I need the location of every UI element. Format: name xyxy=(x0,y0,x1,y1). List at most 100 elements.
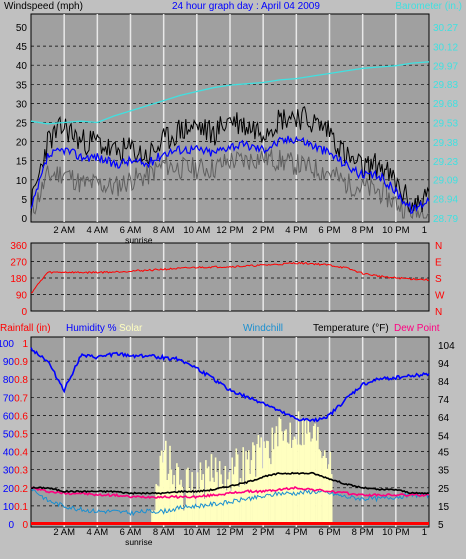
solar-bar xyxy=(248,450,250,524)
solar-bar xyxy=(177,467,180,524)
barometer-tick-label: 29.09 xyxy=(433,175,458,186)
solar-bar xyxy=(293,436,296,524)
windchill-label: Windchill xyxy=(243,323,283,334)
humidity-tick-label: 10 xyxy=(3,502,15,513)
solar-bar xyxy=(217,489,220,524)
solar-bar xyxy=(160,450,163,524)
barometer-tick-label: 30.12 xyxy=(433,42,458,53)
windchill-line xyxy=(30,487,430,517)
hour-label: 6 PM xyxy=(318,225,340,236)
solar-bar xyxy=(278,417,280,524)
solar-bar xyxy=(296,444,298,524)
solar-bar xyxy=(304,418,307,524)
solar-bar xyxy=(324,450,326,524)
rain-tick-label: 0 xyxy=(22,520,28,531)
barometer-tick-label: 28.94 xyxy=(433,195,458,206)
wind-low-line xyxy=(30,147,430,220)
barometer-tick-label: 29.97 xyxy=(433,62,458,73)
solar-bar xyxy=(159,455,162,524)
solar-bar xyxy=(154,510,156,524)
hour-label: 6 PM xyxy=(318,527,340,538)
humidity-tick-label: 20 xyxy=(3,484,15,495)
solar-bar xyxy=(261,468,264,524)
solar-bar xyxy=(311,438,314,524)
solar-bar xyxy=(235,448,238,524)
solar-bar xyxy=(181,486,184,524)
rain-tick-label: 0.7 xyxy=(14,393,28,404)
hour-label: 8 PM xyxy=(352,527,374,538)
hour-label: 10 PM xyxy=(382,225,410,236)
rain-tick-label: 0.2 xyxy=(14,484,28,495)
solar-bar xyxy=(173,475,175,524)
solar-bar xyxy=(174,491,177,524)
solar-bar xyxy=(241,481,243,524)
solar-bar xyxy=(329,451,332,524)
solar-bar xyxy=(202,474,204,524)
hour-label: 2 PM xyxy=(252,225,274,236)
solar-bar xyxy=(155,484,157,524)
compass-label: S xyxy=(435,274,442,285)
solar-bar xyxy=(288,443,290,524)
solar-bar xyxy=(253,445,256,524)
solar-bar xyxy=(158,486,160,524)
wind-title: Windspeed (mph) xyxy=(4,1,83,12)
solar-bar xyxy=(319,450,322,524)
solar-bar xyxy=(272,449,275,524)
solar-bar xyxy=(252,442,254,524)
solar-bar xyxy=(267,441,269,524)
solar-bar xyxy=(187,467,189,524)
solar-bar xyxy=(183,510,185,524)
solar-bar xyxy=(191,472,193,524)
hour-label: 10 AM xyxy=(183,225,210,236)
solar-bar xyxy=(231,457,233,524)
solar-bar xyxy=(259,447,261,524)
dewpoint-label: Dew Point xyxy=(394,323,440,334)
solar-bar xyxy=(281,431,283,524)
solar-bar xyxy=(306,433,308,524)
solar-bar xyxy=(169,445,171,524)
direction-tick-label: 180 xyxy=(10,274,27,285)
solar-bar xyxy=(242,447,244,524)
solar-bar xyxy=(303,444,305,524)
hour-label: 10 PM xyxy=(382,527,410,538)
humidity-tick-label: 100 xyxy=(0,339,14,350)
rain-tick-label: 0.5 xyxy=(14,430,28,441)
solar-bar xyxy=(163,450,166,524)
solar-bar xyxy=(292,439,294,524)
barometer-tick-label: 28.79 xyxy=(433,214,458,225)
solar-bar xyxy=(151,510,153,524)
hour-label: 1 xyxy=(422,225,427,236)
humidity-tick-label: 60 xyxy=(3,411,15,422)
temperature-tick-label: 54 xyxy=(438,431,450,442)
solar-bar xyxy=(199,462,202,524)
wind-tick-label: 10 xyxy=(16,176,28,187)
humidity-tick-label: 40 xyxy=(3,448,15,459)
solar-bar xyxy=(176,463,178,524)
wind-average-line xyxy=(30,135,430,215)
hour-label: 4 AM xyxy=(87,225,109,236)
temperature-tick-label: 64 xyxy=(438,413,450,424)
solar-bar xyxy=(312,426,315,524)
hour-label: 8 PM xyxy=(352,225,374,236)
solar-bar xyxy=(180,479,182,524)
hour-label: 6 AM xyxy=(120,225,142,236)
barometer-tick-label: 29.83 xyxy=(433,80,458,91)
solar-bar xyxy=(330,474,333,524)
temperature-line xyxy=(30,471,430,495)
barometer-tick-label: 29.23 xyxy=(433,157,458,168)
wind-tick-label: 40 xyxy=(16,61,28,72)
solar-bar xyxy=(263,441,265,524)
temperature-tick-label: 94 xyxy=(438,359,450,370)
direction-tick-label: 90 xyxy=(16,291,28,302)
solar-bar xyxy=(178,484,181,524)
solar-bar xyxy=(213,482,215,524)
solar-bar xyxy=(188,487,191,524)
solar-bar xyxy=(274,433,276,524)
solar-bar xyxy=(225,490,228,524)
solar-bar xyxy=(236,454,239,524)
wind-tick-label: 15 xyxy=(16,157,28,168)
solar-bar xyxy=(326,468,329,524)
direction-tick-label: 360 xyxy=(10,241,27,252)
hour-label: 12 PM xyxy=(216,225,244,236)
solar-bar xyxy=(227,479,229,524)
